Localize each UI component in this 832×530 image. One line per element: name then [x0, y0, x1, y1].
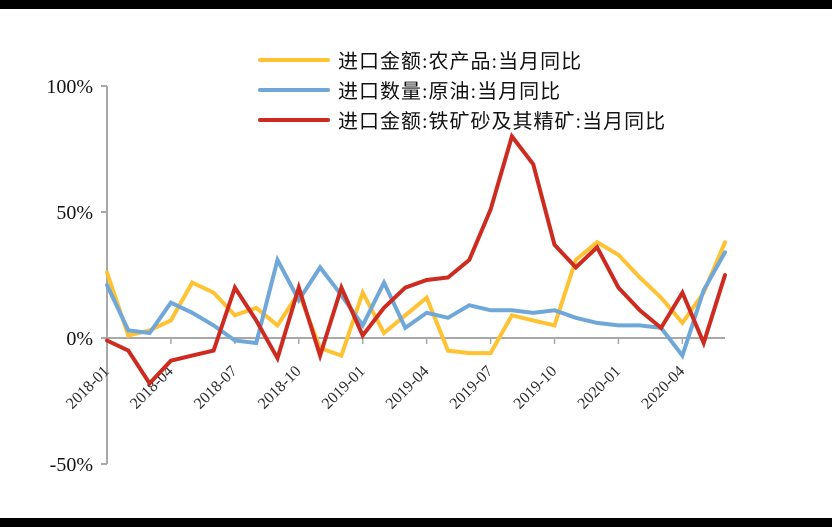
x-tick-label: 2019-01 [319, 363, 369, 413]
x-tick-label: 2020-04 [638, 363, 688, 413]
x-tick-label: 2018-07 [191, 363, 241, 413]
x-tick-label: 2018-04 [127, 363, 177, 413]
y-tick-label: 100% [46, 76, 93, 98]
y-tick-label: 50% [56, 202, 93, 224]
series-line-2 [105, 132, 727, 387]
legend-swatch-agricultural [258, 57, 330, 62]
chart-legend: 进口金额:农产品:当月同比 进口数量:原油:当月同比 进口金额:铁矿砂及其精矿:… [258, 48, 667, 133]
bottom-rule [0, 518, 832, 527]
series-line-0 [105, 239, 727, 359]
x-tick-label: 2019-10 [511, 363, 561, 413]
x-tick-label: 2020-01 [575, 363, 625, 413]
legend-label-crude-oil: 进口数量:原油:当月同比 [338, 81, 562, 103]
legend-item-crude-oil: 进口数量:原油:当月同比 [258, 78, 666, 103]
top-rule [0, 0, 832, 9]
legend-item-iron-ore: 进口金额:铁矿砂及其精矿:当月同比 [258, 108, 667, 133]
x-tick-label: 2018-01 [63, 363, 113, 413]
legend-label-agricultural: 进口金额:农产品:当月同比 [338, 51, 583, 73]
legend-item-agricultural: 进口金额:农产品:当月同比 [258, 48, 666, 73]
legend-label-iron-ore: 进口金额:铁矿砂及其精矿:当月同比 [338, 111, 667, 133]
series-line-1 [105, 250, 727, 360]
y-tick-label: -50% [50, 454, 93, 476]
legend-swatch-iron-ore [258, 117, 330, 122]
x-tick-label: 2019-04 [383, 363, 433, 413]
x-tick-label: 2019-07 [447, 363, 497, 413]
y-tick-label: 0% [66, 328, 93, 350]
legend-swatch-crude-oil [258, 87, 330, 92]
x-tick-label: 2018-10 [255, 363, 305, 413]
